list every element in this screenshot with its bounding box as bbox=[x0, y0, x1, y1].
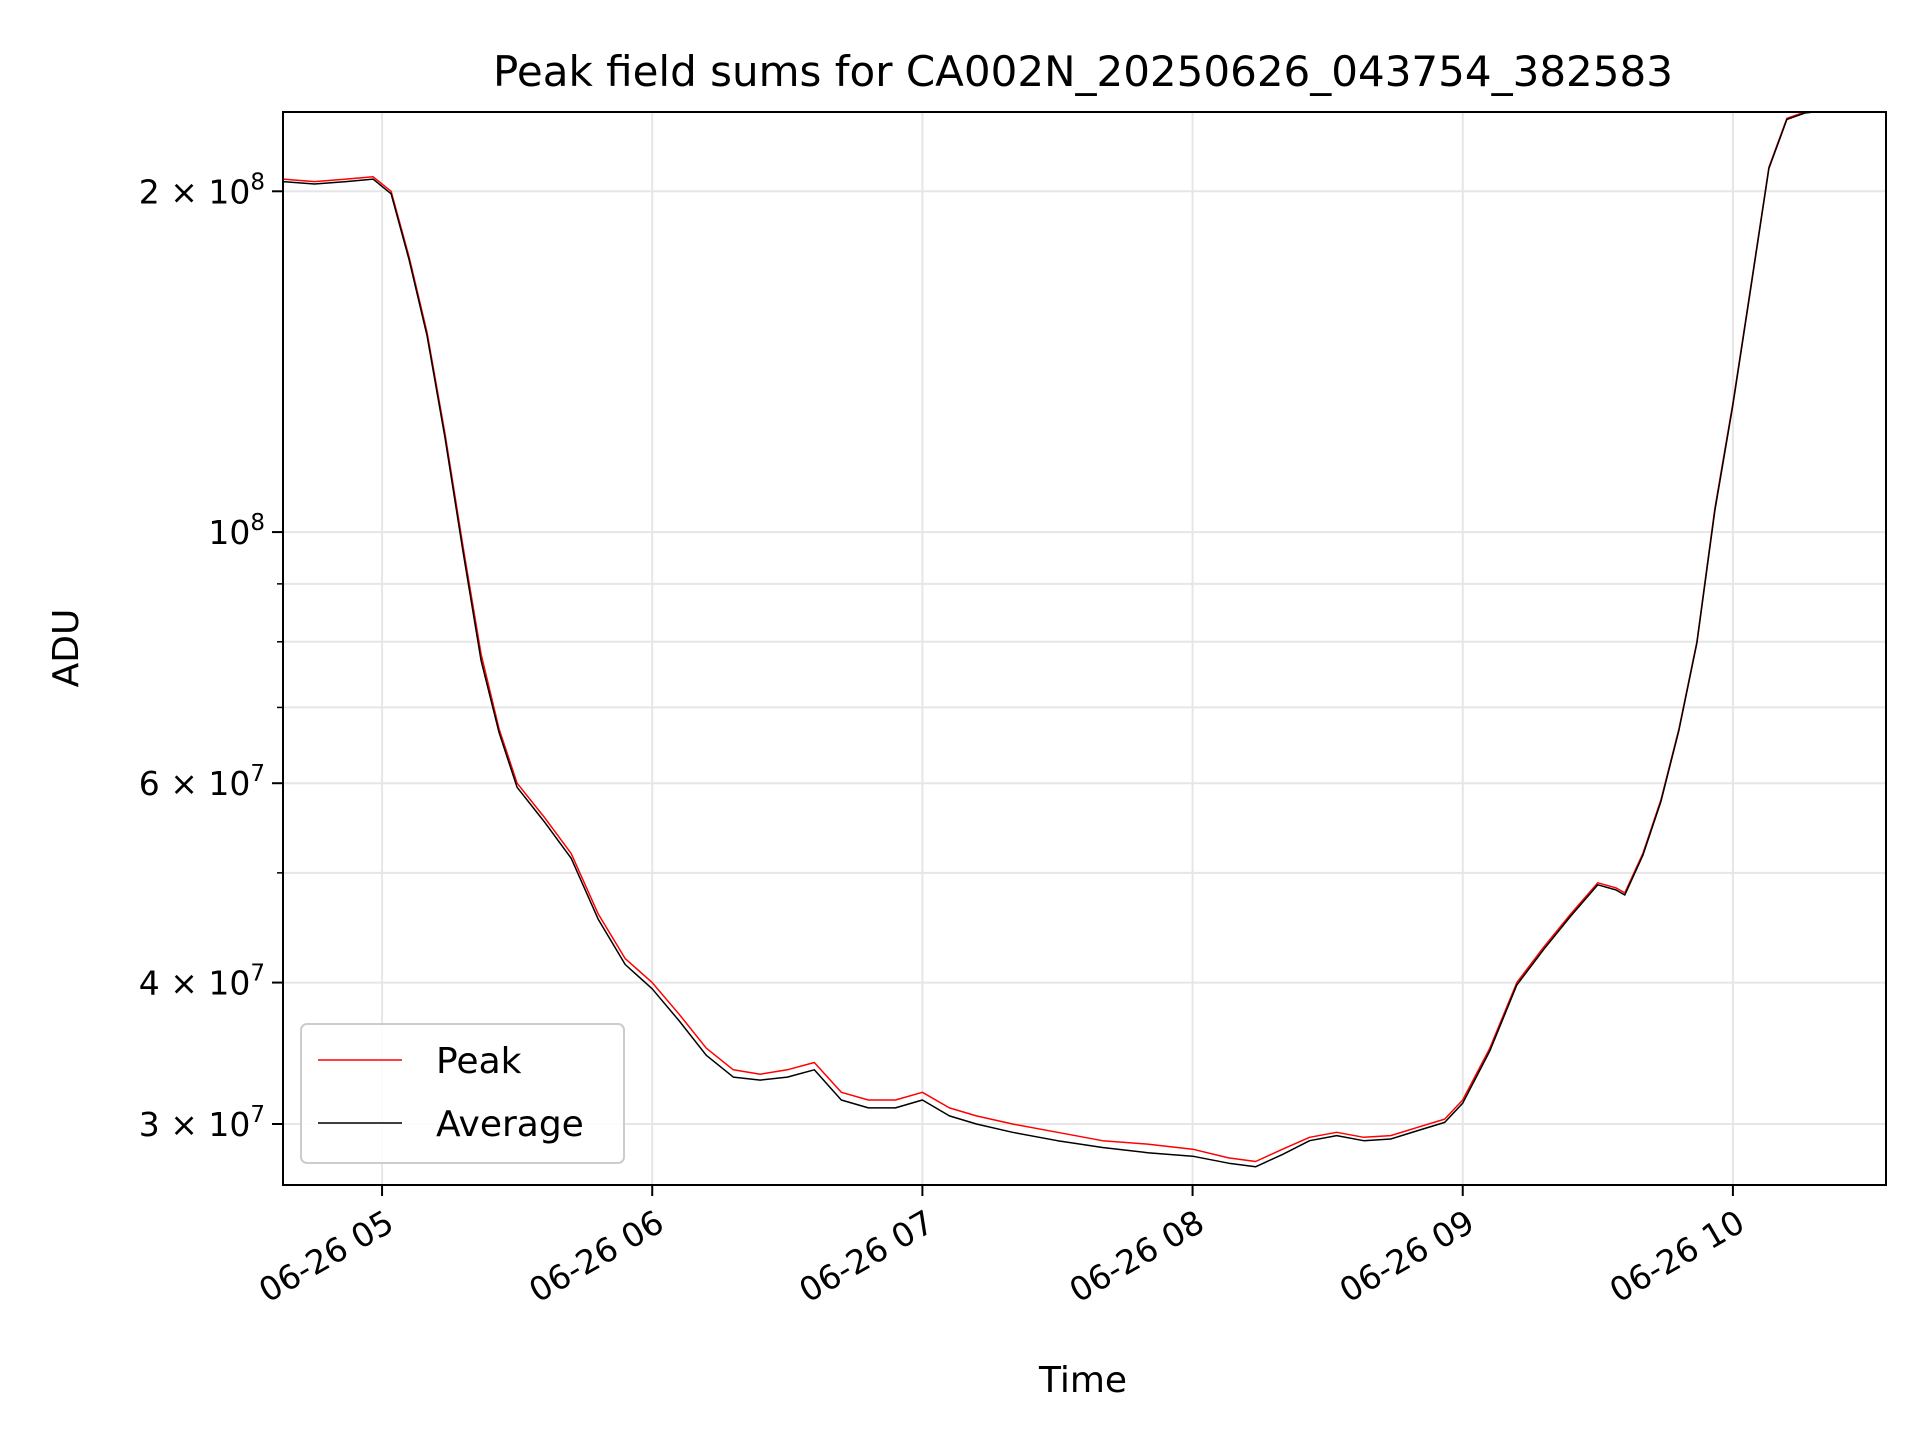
y-tick-label-exponent: 7 bbox=[250, 961, 265, 987]
grid-lines bbox=[283, 112, 1886, 1185]
plot-frame bbox=[282, 111, 1887, 1186]
y-tick-label-exponent: 8 bbox=[250, 510, 265, 536]
y-tick-label-exponent: 7 bbox=[250, 761, 265, 787]
series-line-average bbox=[283, 112, 1821, 1168]
y-tick-label-base: 3 × 10 bbox=[139, 1105, 251, 1144]
y-tick-label-exponent: 8 bbox=[250, 169, 265, 195]
legend-peak-label: Peak bbox=[436, 1041, 522, 1082]
legend: Peak Average bbox=[300, 1023, 625, 1164]
y-tick-label: 2 × 108 bbox=[139, 169, 265, 211]
y-tick-label: 4 × 107 bbox=[139, 961, 265, 1003]
legend-box bbox=[300, 1023, 625, 1164]
y-axis-label: ADU bbox=[46, 609, 87, 688]
y-tick-label: 108 bbox=[208, 510, 265, 552]
series-line-peak bbox=[283, 112, 1812, 1163]
series-lines bbox=[283, 112, 1821, 1168]
y-tick-label-base: 4 × 10 bbox=[139, 964, 251, 1003]
y-tick-label-base: 2 × 10 bbox=[139, 172, 251, 211]
x-axis-label: Time bbox=[1038, 1360, 1127, 1401]
y-tick-label-exponent: 7 bbox=[250, 1102, 265, 1128]
y-tick-label-base: 6 × 10 bbox=[139, 764, 251, 803]
y-tick-label: 6 × 107 bbox=[139, 761, 265, 803]
y-tick-label-base: 10 bbox=[208, 513, 250, 552]
legend-average-label: Average bbox=[436, 1104, 584, 1145]
y-tick-label: 3 × 107 bbox=[139, 1102, 265, 1144]
chart-title: Peak field sums for CA002N_20250626_0437… bbox=[493, 47, 1673, 96]
